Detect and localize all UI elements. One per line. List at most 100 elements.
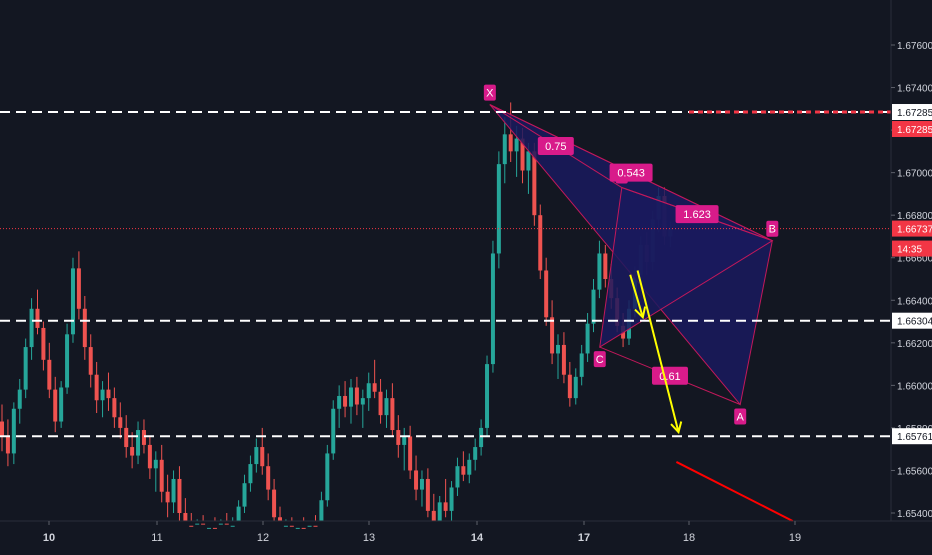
current-price-label: 1.66737	[897, 225, 932, 236]
candle-body	[153, 459, 158, 469]
candle-body	[100, 389, 105, 401]
candle-body	[112, 398, 117, 418]
candle-body	[591, 289, 596, 324]
candle-body	[189, 525, 194, 527]
candle-body	[266, 466, 271, 490]
candle-body	[47, 359, 52, 390]
candle-body	[585, 323, 590, 354]
candle-body	[106, 389, 111, 399]
countdown-badge	[892, 240, 932, 257]
candle-body	[526, 151, 531, 171]
pattern-point-badge	[483, 84, 496, 101]
time-tick-label: 10	[43, 532, 55, 544]
candle-body	[130, 447, 135, 456]
candle-body	[431, 510, 436, 521]
candle-body	[207, 527, 212, 529]
candle-body	[402, 436, 407, 445]
candle-body	[301, 527, 306, 529]
candle-body	[260, 447, 265, 467]
candle-body	[242, 483, 247, 507]
candle-body	[159, 459, 164, 492]
red-level-price-label: 1.67285	[897, 125, 932, 136]
resistance-price-badge	[892, 104, 932, 121]
candle-body	[201, 523, 206, 525]
candle-body	[136, 430, 141, 456]
ratio-label: 1.623	[683, 209, 711, 221]
candle-body	[94, 374, 99, 401]
pattern-point-label: X	[486, 88, 494, 100]
price-tick-label: 1.67600	[897, 41, 932, 52]
price-tick-label: 1.67000	[897, 169, 932, 180]
candle-body	[567, 374, 572, 399]
candle-body	[455, 466, 460, 488]
time-tick-label: 12	[257, 532, 269, 544]
candle-body	[124, 427, 129, 448]
candle-body	[295, 527, 300, 529]
countdown-label: 14:35	[897, 245, 922, 256]
ratio-badge	[609, 163, 653, 182]
candle-body	[224, 523, 229, 525]
candle-body	[443, 502, 448, 511]
projection-arrow-shaft	[636, 270, 680, 433]
candle-body	[378, 391, 383, 416]
candle-body	[396, 430, 401, 445]
support-2-price-badge	[892, 428, 932, 445]
price-axis: 1.676001.674001.672001.670001.668001.666…	[891, 41, 932, 520]
candle-body	[573, 376, 578, 399]
candle-body	[603, 253, 608, 279]
candle-body	[337, 396, 342, 409]
time-axis: 10 11 12 13 14 17 18 19	[43, 521, 801, 544]
candle-body	[177, 478, 182, 513]
pattern-point-badge	[734, 408, 747, 425]
candle-body	[360, 398, 365, 405]
candle-body	[467, 459, 472, 475]
candle-body	[408, 436, 413, 471]
candle-body	[65, 334, 70, 388]
price-tick-label: 1.66200	[897, 339, 932, 350]
candle-body	[41, 327, 46, 360]
red-level-price-badge	[892, 121, 932, 138]
candle-body	[449, 487, 454, 511]
time-tick-label: 19	[789, 532, 801, 544]
candle-body	[272, 489, 277, 518]
support-1-price-label: 1.66304	[897, 317, 932, 328]
candle-body	[171, 478, 176, 503]
price-tick-label: 1.66800	[897, 211, 932, 222]
candle-body	[313, 525, 318, 527]
ratio-label: 0.75	[545, 141, 566, 153]
pattern-point-badge	[766, 220, 779, 237]
candle-body	[59, 387, 64, 422]
candle-body	[520, 138, 525, 171]
candle-body	[218, 523, 223, 525]
candle-body	[425, 478, 430, 511]
time-tick-label: 17	[578, 532, 590, 544]
candle-body	[147, 444, 152, 469]
price-tick-label: 1.65400	[897, 509, 932, 520]
projection-arrow-shaft	[629, 274, 644, 318]
projection-arrow-head	[634, 306, 647, 320]
candle-body	[532, 151, 537, 216]
candle-body	[248, 464, 253, 484]
price-tick-label: 1.67400	[897, 84, 932, 95]
candle-body	[254, 447, 259, 465]
candle-body	[485, 364, 490, 428]
current-price-badge	[892, 220, 932, 237]
candle-body	[384, 398, 389, 416]
candle-body	[29, 308, 34, 348]
ratio-badge	[651, 366, 688, 385]
price-tick-label: 1.66000	[897, 381, 932, 392]
time-tick-label: 18	[683, 532, 695, 544]
support-1-price-badge	[892, 312, 932, 329]
candle-body	[437, 502, 442, 521]
candle-body	[319, 500, 324, 521]
candle-body	[331, 408, 336, 454]
candle-body	[35, 308, 40, 328]
time-tick-label: 14	[471, 532, 484, 544]
price-tick-label: 1.65600	[897, 466, 932, 477]
candle-body	[307, 525, 312, 527]
candle-body	[141, 430, 146, 445]
